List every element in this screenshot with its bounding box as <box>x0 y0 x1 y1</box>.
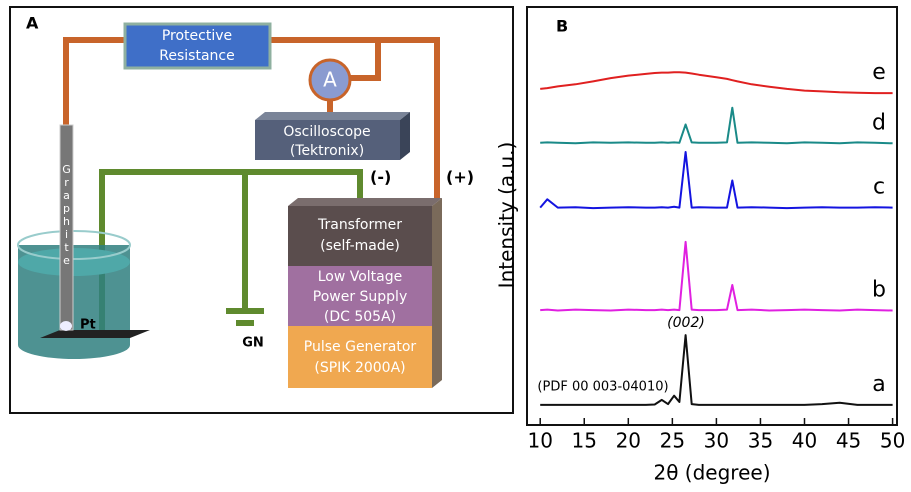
oscilloscope-label: Oscilloscope <box>283 124 370 140</box>
xrd-trace <box>540 242 892 311</box>
pulse-generator-box <box>288 326 432 388</box>
trace-label: a <box>872 372 885 397</box>
x-tick-label: 30 <box>704 429 729 453</box>
x-tick-label: 20 <box>616 429 641 453</box>
transformer-label: (self-made) <box>320 238 400 254</box>
pt-label: Pt <box>80 318 96 333</box>
electrolyte-surface <box>18 248 130 276</box>
xrd-trace <box>540 72 892 93</box>
ground-label: GN <box>242 336 264 351</box>
x-axis-label: 2θ (degree) <box>653 461 770 485</box>
x-tick-label: 35 <box>748 429 773 453</box>
panel-label: B <box>556 17 568 36</box>
plot-frame <box>527 7 897 425</box>
ammeter-label: A <box>323 68 337 92</box>
power-supply-label: Power Supply <box>313 289 408 305</box>
resistor-label: Protective <box>162 28 232 44</box>
xrd-trace <box>540 108 892 144</box>
resistor-label: Resistance <box>159 48 234 64</box>
trace-label: d <box>872 110 886 135</box>
power-supply-label: Low Voltage <box>318 269 403 285</box>
x-tick-label: 50 <box>880 429 905 453</box>
power-supply-label: (DC 505A) <box>324 309 396 325</box>
x-tick-label: 15 <box>572 429 597 453</box>
polarity-label: (-) <box>370 168 391 187</box>
box-top <box>288 198 442 206</box>
trace-label: c <box>873 175 885 200</box>
y-axis-label: Intensity (a.u.) <box>495 142 519 289</box>
plasma-spot <box>60 321 72 331</box>
box-side <box>400 112 410 160</box>
pulse-generator-label: Pulse Generator <box>304 339 417 355</box>
xrd-trace <box>540 152 892 208</box>
panel-label: A <box>26 14 39 33</box>
graphite-label: Graphite <box>60 163 73 267</box>
x-tick-label: 10 <box>527 429 552 453</box>
figure: A Protective Resistance A Oscilloscope (… <box>0 0 911 492</box>
x-tick-label: 40 <box>792 429 817 453</box>
trace-label: e <box>872 60 886 85</box>
x-tick-label: 45 <box>836 429 861 453</box>
trace-label: b <box>872 277 886 302</box>
oscilloscope-label: (Tektronix) <box>290 143 364 159</box>
box-top <box>255 112 410 120</box>
x-tick-label: 25 <box>660 429 685 453</box>
peak-annotation: (002) <box>667 315 705 331</box>
box-side <box>432 198 442 388</box>
pulse-generator-label: (SPIK 2000A) <box>314 360 405 376</box>
polarity-label: (+) <box>446 168 474 187</box>
reference-annotation: (PDF 00 003-04010) <box>537 380 668 395</box>
transformer-box <box>288 206 432 266</box>
transformer-label: Transformer <box>317 217 402 233</box>
